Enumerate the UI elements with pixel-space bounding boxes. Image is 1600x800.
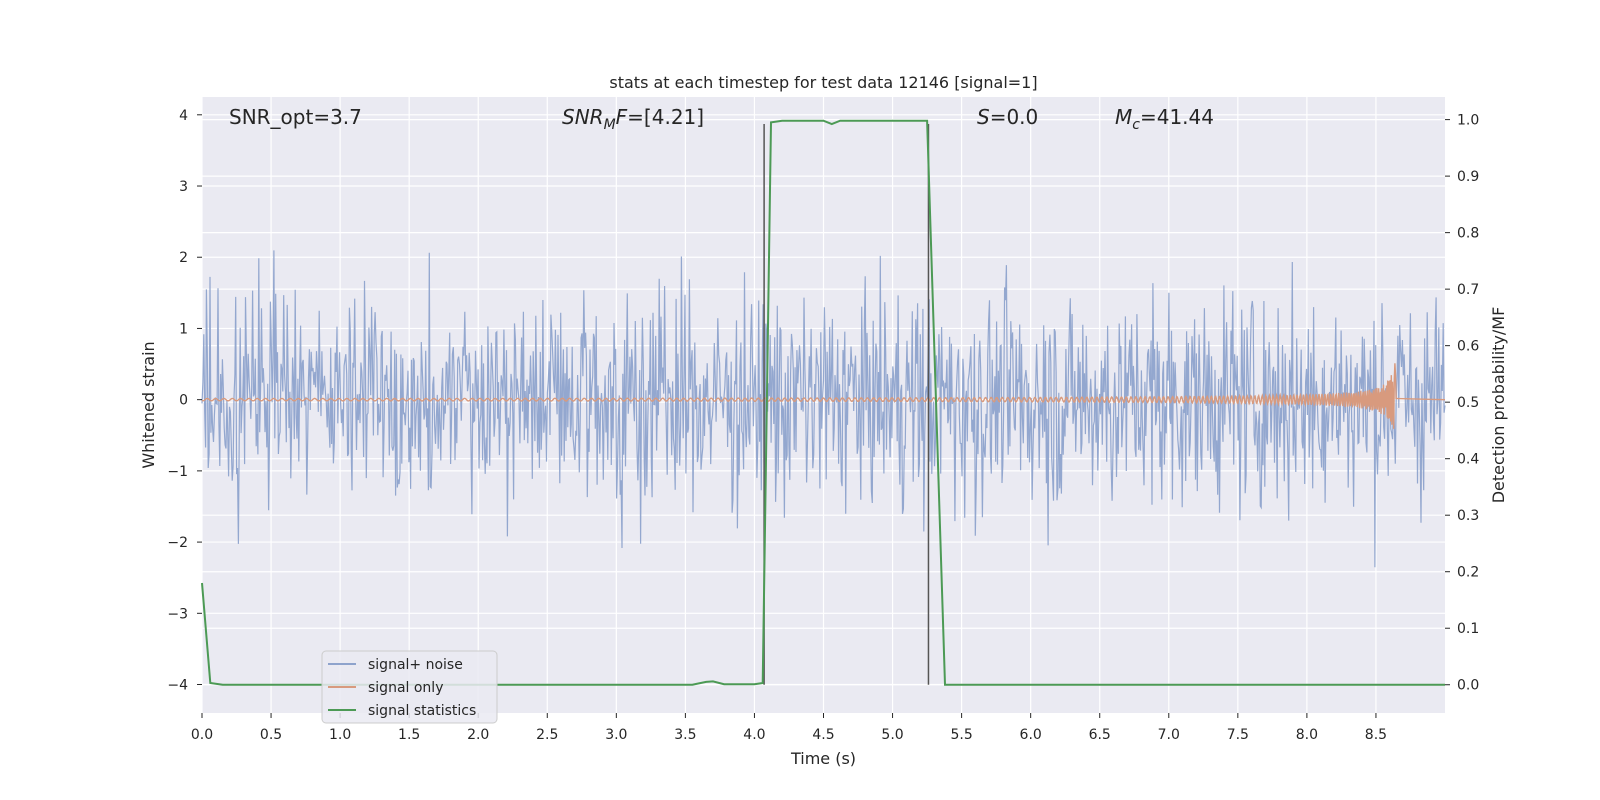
annotation-s-var: S: [977, 105, 990, 129]
y-left-tick-label: 3: [179, 179, 188, 195]
y-right-tick-label: 0.8: [1457, 226, 1479, 242]
x-tick-label: 0.0: [191, 727, 213, 743]
legend-label-signal-noise: signal+ noise: [368, 657, 463, 673]
y-left-tick-label: −4: [167, 678, 188, 694]
x-tick-label: 4.5: [812, 727, 834, 743]
series-signal-statistics: [201, 119, 1445, 686]
y-right-tick-label: 1.0: [1457, 113, 1479, 129]
x-tick-label: 1.5: [398, 727, 420, 743]
y-right-tick-label: 0.4: [1457, 452, 1479, 468]
x-tick-label: 3.0: [605, 727, 627, 743]
x-tick-label: 4.0: [743, 727, 765, 743]
x-tick-label: 8.5: [1365, 727, 1387, 743]
y-left-tick-label: 2: [179, 250, 188, 266]
x-tick-label: 3.5: [674, 727, 696, 743]
chart-title: stats at each timestep for test data 121…: [609, 73, 1037, 92]
annotation-mc-var: M: [1115, 105, 1132, 129]
y-left-tick-label: 4: [179, 108, 188, 124]
legend-label-signal-statistics: signal statistics: [368, 703, 476, 719]
annotation-s-value: =0.0: [990, 105, 1039, 129]
signal-only-line: [201, 363, 1446, 429]
x-tick-label: 7.0: [1158, 727, 1180, 743]
y-right-tick-label: 0.1: [1457, 621, 1479, 637]
legend: signal+ noise signal only signal statist…: [321, 650, 498, 724]
y-left-axis-label: Whitened strain: [139, 341, 158, 468]
series-signal-only: [201, 363, 1446, 429]
signal-statistics-line: [201, 119, 1445, 686]
x-tick-label: 5.5: [950, 727, 972, 743]
annotation-snr-mf: SNRMF=[4.21]: [562, 105, 704, 133]
annotation-s: S=0.0: [977, 105, 1038, 129]
y-left-tick-label: −3: [167, 606, 188, 622]
x-tick-label: 8.0: [1296, 727, 1318, 743]
x-tick-label: 7.5: [1227, 727, 1249, 743]
y-left-tick-label: −2: [167, 535, 188, 551]
annotation-snr-mf-f: F: [616, 105, 628, 129]
y-right-tick-label: 0.3: [1457, 508, 1479, 524]
x-axis-ticks: 0.0 0.5 1.0 1.5 2.0 2.5 3.0 3.5 4.0 4.5 5.0 5.5 6.0 6…: [191, 713, 1387, 743]
y-left-tick-label: 0: [179, 393, 188, 409]
x-tick-label: 5.0: [881, 727, 903, 743]
annotation-snr-mf-base: SNR: [562, 105, 604, 129]
series-signal-noise: [201, 250, 1446, 568]
legend-box: [321, 650, 498, 724]
y-right-tick-label: 0.2: [1457, 565, 1479, 581]
y-right-tick-label: 0.7: [1457, 282, 1479, 298]
y-right-tick-label: 0.0: [1457, 678, 1479, 694]
x-tick-label: 1.0: [329, 727, 351, 743]
y-right-tick-label: 0.6: [1457, 339, 1479, 355]
annotation-snr-mf-sub: M: [604, 117, 616, 133]
y-left-tick-label: −1: [167, 464, 188, 480]
y-left-axis-ticks: −4 −3 −2 −1 0 1 2 3 4: [167, 108, 202, 694]
y-left-tick-label: 1: [179, 321, 188, 337]
x-tick-label: 2.0: [467, 727, 489, 743]
y-right-tick-label: 0.9: [1457, 169, 1479, 185]
y-right-axis-ticks: 0.0 0.1 0.2 0.3 0.4 0.5 0.6 0.7 0.8 0.9 1.0: [1445, 113, 1479, 694]
x-axis-label: Time (s): [790, 749, 856, 768]
x-tick-label: 2.5: [536, 727, 558, 743]
annotation-mc-sub: c: [1132, 117, 1140, 133]
annotation-snr-mf-value: =[4.21]: [627, 105, 704, 129]
y-right-tick-label: 0.5: [1457, 395, 1479, 411]
noise-line: [201, 250, 1446, 568]
annotation-mc-value: =41.44: [1140, 105, 1214, 129]
x-tick-label: 6.5: [1089, 727, 1111, 743]
legend-label-signal-only: signal only: [368, 680, 443, 696]
x-tick-label: 0.5: [260, 727, 282, 743]
x-tick-label: 6.0: [1020, 727, 1042, 743]
annotation-snr-opt: SNR_opt=3.7: [229, 105, 362, 129]
annotation-mc: Mc=41.44: [1115, 105, 1214, 133]
grid-lines: [201, 97, 1445, 713]
y-right-axis-label: Detection probability/MF: [1489, 307, 1508, 504]
